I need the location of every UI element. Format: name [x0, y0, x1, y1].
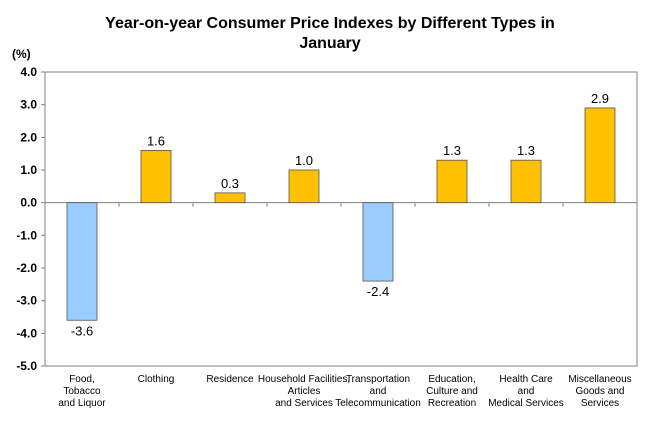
bars-group: -3.6 1.6 0.3 1.0 -2.4 1.3 1.3 2.9: [66, 91, 616, 338]
category-label: Food,: [69, 374, 95, 385]
y-axis-unit-label: (%): [12, 47, 31, 61]
category-label: Education,: [428, 374, 475, 385]
bar-value-label: 1.3: [517, 143, 535, 158]
category-label: Goods and: [576, 386, 625, 397]
y-tick-label: 0.0: [20, 196, 37, 210]
plot-area-frame: [44, 71, 638, 367]
bar-value-label: -3.6: [71, 323, 93, 338]
category-label: Services: [581, 398, 619, 409]
y-tick-label: -2.0: [16, 261, 37, 275]
category-label: Clothing: [138, 374, 175, 385]
bar: [66, 202, 98, 321]
bar-value-label: 1.6: [147, 133, 165, 148]
category-label: Household Facilities,: [258, 374, 350, 385]
category-label: Tobacco: [63, 386, 101, 397]
bar: [288, 169, 320, 204]
bar: [140, 149, 172, 204]
bar: [214, 192, 246, 204]
bar-value-label: 1.0: [295, 153, 313, 168]
y-tick-label: 3.0: [20, 98, 37, 112]
bar-value-label: -2.4: [367, 284, 389, 299]
category-label: and: [370, 386, 387, 397]
category-label: Transportation: [346, 374, 410, 385]
y-axis: 4.0 3.0 2.0 1.0 0.0 -1.0 -2.0 -3.0 -4.0 -5.0: [16, 65, 637, 373]
y-tick-label: -1.0: [16, 228, 37, 242]
bar-value-label: 1.3: [443, 143, 461, 158]
category-label: and Services: [275, 398, 333, 409]
category-label: Medical Services: [488, 398, 564, 409]
bar: [510, 159, 542, 204]
category-label: Articles: [288, 386, 321, 397]
y-tick-label: 1.0: [20, 163, 37, 177]
category-label: Telecommunication: [335, 398, 421, 409]
y-tick-label: 2.0: [20, 130, 37, 144]
bar-value-label: 0.3: [221, 176, 239, 191]
y-tick-label: -4.0: [16, 326, 37, 340]
bar: [584, 107, 616, 204]
bar: [436, 159, 468, 204]
bar: [362, 202, 394, 282]
category-label: and Liquor: [58, 398, 106, 409]
category-label: Recreation: [428, 398, 476, 409]
category-label: Miscellaneous: [568, 374, 631, 385]
bar-value-label: 2.9: [591, 91, 609, 106]
category-label: and: [518, 386, 535, 397]
chart-title-line-1: Year-on-year Consumer Price Indexes by D…: [105, 15, 555, 32]
category-label: Culture and: [426, 386, 478, 397]
y-tick-label: -5.0: [16, 359, 37, 373]
category-label: Health Care: [499, 374, 553, 385]
category-label: Residence: [206, 374, 254, 385]
y-tick-label: -3.0: [16, 294, 37, 308]
chart-title-line-2: January: [299, 35, 360, 52]
y-tick-label: 4.0: [20, 65, 37, 79]
